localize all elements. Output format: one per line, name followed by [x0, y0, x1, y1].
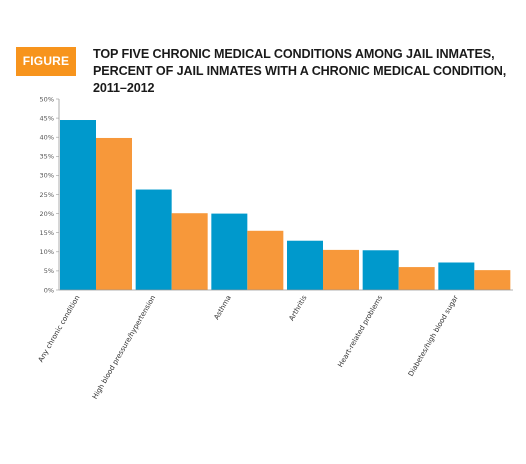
y-axis: 0% 5% 10% 15% 20% 25% 30% 35% 40% 45% 50%	[40, 95, 60, 294]
x-axis-labels: Any chronic condition High blood pressure…	[37, 294, 460, 401]
x-category-label: Diabetes/high blood sugar	[407, 294, 460, 378]
bar-series2-5	[474, 270, 511, 290]
y-tick-label: 35%	[40, 153, 54, 161]
y-tick-label: 25%	[40, 191, 54, 199]
x-category-label: Asthma	[213, 294, 233, 321]
bar-series2-4	[398, 267, 435, 290]
figure-label: FIGURE 1.	[16, 47, 76, 97]
y-tick-label: 0%	[44, 286, 54, 294]
y-tick-label: 45%	[40, 114, 54, 122]
bar-series1-4	[362, 250, 399, 290]
bar-series2-2	[247, 230, 284, 290]
bar-series1-5	[438, 262, 475, 290]
bars	[60, 120, 511, 290]
y-tick-label: 50%	[40, 95, 54, 103]
x-category-label: Heart-related problems	[336, 294, 384, 369]
x-category-label: High blood pressure/hypertension	[91, 294, 157, 401]
bar-series1-3	[287, 240, 323, 290]
y-tick-label: 30%	[40, 172, 54, 180]
y-tick-label: 20%	[40, 210, 54, 218]
bar-series2-3	[323, 249, 359, 290]
y-tick-label: 10%	[40, 248, 54, 256]
x-category-label: Arthritis	[288, 294, 309, 323]
x-category-label: Any chronic condition	[37, 294, 82, 364]
y-tick-label: 15%	[40, 229, 54, 237]
bar-series1-0	[60, 120, 96, 290]
bar-series2-0	[96, 137, 132, 290]
y-tick-label: 40%	[40, 134, 54, 142]
chart-title: TOP FIVE CHRONIC MEDICAL CONDITIONS AMON…	[93, 47, 507, 95]
bar-series2-1	[171, 213, 208, 290]
bar-series1-2	[211, 213, 248, 290]
bar-series1-1	[135, 189, 172, 290]
y-tick-label: 5%	[44, 267, 54, 275]
